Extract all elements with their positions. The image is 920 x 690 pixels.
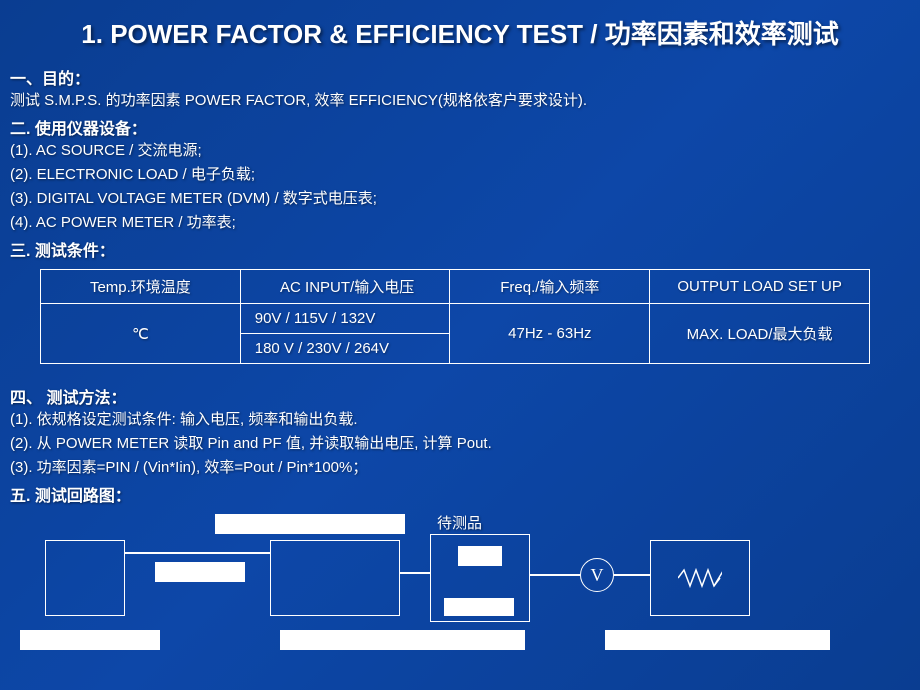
circuit-diagram: 待测品 V	[10, 512, 910, 662]
section-1-heading: 一、目的：	[10, 65, 910, 89]
diagram-whitebox-b2	[280, 630, 525, 650]
table-header-row: Temp.环境温度 AC INPUT/输入电压 Freq./输入频率 OUTPU…	[41, 270, 870, 304]
equip-item-1: (1). AC SOURCE / 交流电源;	[10, 139, 910, 163]
diagram-box-2	[270, 540, 400, 616]
equip-item-3: (3). DIGITAL VOLTAGE METER (DVM) / 数字式电压…	[10, 187, 910, 211]
section-3-heading: 三. 测试条件：	[10, 237, 910, 261]
voltmeter-icon: V	[580, 558, 614, 592]
diagram-box-1	[45, 540, 125, 616]
section-1-text: 测试 S.M.P.S. 的功率因素 POWER FACTOR, 效率 EFFIC…	[10, 89, 910, 113]
wire-2-3	[400, 572, 430, 574]
wire-3-v	[530, 574, 580, 576]
diagram-whitebox-top	[215, 514, 405, 534]
td-freq: 47Hz - 63Hz	[450, 304, 650, 364]
td-ac2: 180 V / 230V / 264V	[240, 334, 450, 364]
section-4-heading: 四、 测试方法：	[10, 384, 910, 408]
content-area: 一、目的： 测试 S.M.P.S. 的功率因素 POWER FACTOR, 效率…	[0, 51, 920, 662]
diagram-whitebox-in1	[458, 546, 502, 566]
method-item-3: (3). 功率因素=PIN / (Vin*Iin), 效率=Pout / Pin…	[10, 456, 910, 480]
diagram-whitebox-bl	[20, 630, 160, 650]
equip-item-2: (2). ELECTRONIC LOAD / 电子负载;	[10, 163, 910, 187]
th-acinput: AC INPUT/输入电压	[240, 270, 450, 304]
diagram-whitebox-in2	[444, 598, 514, 616]
td-temp: ℃	[41, 304, 241, 364]
resistor-icon	[678, 568, 718, 580]
td-load: MAX. LOAD/最大负载	[650, 304, 870, 364]
conditions-table: Temp.环境温度 AC INPUT/输入电压 Freq./输入频率 OUTPU…	[40, 269, 870, 364]
section-2-heading: 二. 使用仪器设备：	[10, 115, 910, 139]
th-load: OUTPUT LOAD SET UP	[650, 270, 870, 304]
th-temp: Temp.环境温度	[41, 270, 241, 304]
diagram-whitebox-mid1	[155, 562, 245, 582]
section-5-heading: 五. 测试回路图：	[10, 482, 910, 506]
equip-item-4: (4). AC POWER METER / 功率表;	[10, 211, 910, 235]
page-title: 1. POWER FACTOR & EFFICIENCY TEST / 功率因素…	[0, 0, 920, 51]
method-item-2: (2). 从 POWER METER 读取 Pin and PF 值, 并读取输…	[10, 432, 910, 456]
dut-label: 待测品	[437, 512, 482, 533]
th-freq: Freq./输入频率	[450, 270, 650, 304]
method-item-1: (1). 依规格设定测试条件: 输入电压, 频率和输出负载.	[10, 408, 910, 432]
diagram-whitebox-br	[605, 630, 830, 650]
table-row: ℃ 90V / 115V / 132V 47Hz - 63Hz MAX. LOA…	[41, 304, 870, 334]
td-ac1: 90V / 115V / 132V	[240, 304, 450, 334]
wire-1-2	[125, 552, 270, 554]
wire-v-4	[614, 574, 650, 576]
